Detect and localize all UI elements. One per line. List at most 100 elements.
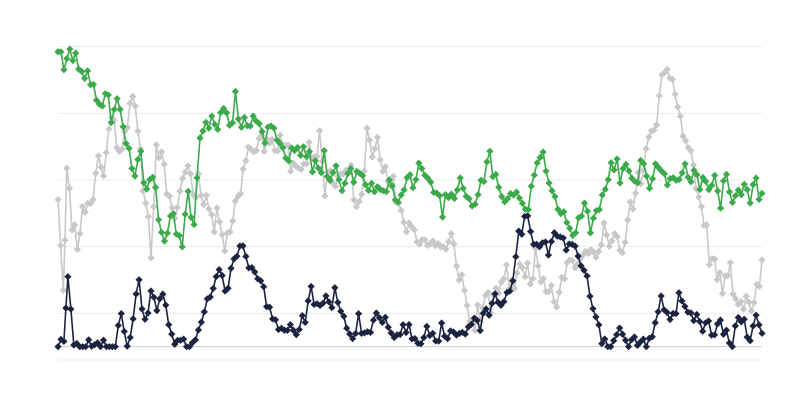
data-point-marker bbox=[165, 192, 174, 200]
data-point-marker bbox=[524, 205, 532, 214]
data-point-marker bbox=[601, 185, 609, 193]
data-point-marker bbox=[265, 139, 274, 147]
data-point-marker bbox=[613, 155, 621, 163]
data-point-marker bbox=[426, 239, 434, 248]
data-point-marker bbox=[447, 190, 456, 198]
data-point-marker bbox=[96, 343, 105, 351]
data-point-marker bbox=[147, 287, 155, 295]
series-layer bbox=[54, 45, 766, 351]
data-point-marker bbox=[589, 214, 597, 222]
data-point-marker bbox=[642, 145, 650, 153]
data-point-marker bbox=[571, 264, 579, 272]
data-point-marker bbox=[153, 307, 161, 315]
data-point-marker bbox=[708, 181, 716, 190]
data-point-marker bbox=[276, 131, 284, 139]
data-point-marker bbox=[580, 199, 589, 207]
data-point-marker bbox=[208, 112, 216, 120]
data-point-marker bbox=[429, 237, 437, 245]
data-point-marker bbox=[400, 218, 408, 226]
data-point-marker bbox=[502, 261, 511, 269]
data-point-marker bbox=[758, 189, 766, 197]
data-point-marker bbox=[746, 199, 754, 207]
data-point-marker bbox=[719, 177, 728, 185]
data-point-marker bbox=[749, 181, 757, 189]
data-point-marker bbox=[110, 105, 118, 114]
data-point-marker bbox=[484, 289, 492, 297]
data-point-marker bbox=[131, 172, 139, 180]
data-point-marker bbox=[215, 266, 223, 274]
data-point-marker bbox=[657, 292, 665, 300]
data-point-marker bbox=[394, 198, 402, 206]
data-point-marker bbox=[690, 166, 698, 174]
data-point-marker bbox=[85, 336, 93, 344]
data-point-marker bbox=[651, 319, 659, 327]
data-point-marker bbox=[536, 153, 544, 162]
data-point-marker bbox=[724, 271, 732, 280]
data-point-marker bbox=[179, 174, 187, 182]
data-point-marker bbox=[291, 146, 299, 155]
data-point-marker bbox=[622, 160, 630, 168]
series-0 bbox=[54, 65, 766, 334]
data-point-marker bbox=[221, 247, 229, 255]
data-point-marker bbox=[512, 188, 521, 196]
data-point-marker bbox=[187, 213, 195, 221]
data-point-marker bbox=[506, 189, 515, 198]
data-point-marker bbox=[347, 164, 355, 173]
data-point-marker bbox=[271, 316, 280, 324]
data-point-marker bbox=[468, 202, 476, 210]
data-point-marker bbox=[175, 232, 183, 240]
data-point-marker bbox=[500, 274, 508, 283]
data-point-marker bbox=[331, 182, 339, 190]
data-point-marker bbox=[339, 170, 347, 178]
data-point-marker bbox=[526, 280, 534, 288]
data-point-marker bbox=[450, 194, 458, 203]
data-point-marker bbox=[545, 288, 553, 296]
data-point-marker bbox=[547, 281, 555, 289]
data-point-marker bbox=[331, 284, 339, 292]
data-point-marker bbox=[60, 66, 68, 74]
data-point-marker bbox=[325, 298, 333, 306]
data-point-marker bbox=[141, 315, 149, 323]
data-point-marker bbox=[728, 343, 736, 351]
data-point-marker bbox=[521, 272, 529, 281]
data-point-marker bbox=[512, 253, 520, 261]
data-point-marker bbox=[427, 178, 435, 186]
data-point-marker bbox=[412, 175, 420, 184]
data-point-marker bbox=[261, 139, 269, 147]
data-point-marker bbox=[580, 266, 588, 274]
data-point-marker bbox=[179, 335, 188, 343]
data-point-marker bbox=[68, 226, 76, 234]
data-point-marker bbox=[71, 221, 79, 229]
data-point-marker bbox=[273, 136, 281, 144]
data-point-marker bbox=[452, 262, 461, 270]
data-point-marker bbox=[143, 185, 151, 193]
data-point-marker bbox=[747, 307, 756, 315]
data-point-marker bbox=[349, 335, 357, 343]
data-point-marker bbox=[147, 254, 155, 262]
data-point-marker bbox=[413, 238, 421, 246]
data-point-marker bbox=[335, 175, 343, 184]
data-point-marker bbox=[486, 147, 494, 155]
data-point-marker bbox=[125, 144, 133, 152]
data-point-marker bbox=[711, 171, 719, 179]
data-point-marker bbox=[576, 255, 584, 263]
data-point-marker bbox=[460, 286, 469, 294]
data-point-marker bbox=[341, 179, 349, 187]
data-point-marker bbox=[731, 192, 739, 200]
data-point-marker bbox=[298, 311, 306, 320]
data-point-marker bbox=[603, 231, 611, 239]
data-point-marker bbox=[382, 188, 390, 196]
data-point-marker bbox=[705, 261, 713, 269]
data-point-marker bbox=[542, 167, 550, 175]
data-point-marker bbox=[326, 167, 334, 175]
data-point-marker bbox=[373, 133, 382, 141]
data-point-marker bbox=[63, 54, 71, 63]
data-point-marker bbox=[483, 158, 491, 166]
data-point-marker bbox=[568, 256, 576, 265]
data-point-marker bbox=[663, 65, 671, 74]
data-point-marker bbox=[600, 219, 608, 227]
data-point-marker bbox=[574, 252, 582, 260]
data-point-marker bbox=[305, 148, 314, 156]
data-point-marker bbox=[197, 318, 205, 326]
data-point-marker bbox=[350, 196, 358, 204]
